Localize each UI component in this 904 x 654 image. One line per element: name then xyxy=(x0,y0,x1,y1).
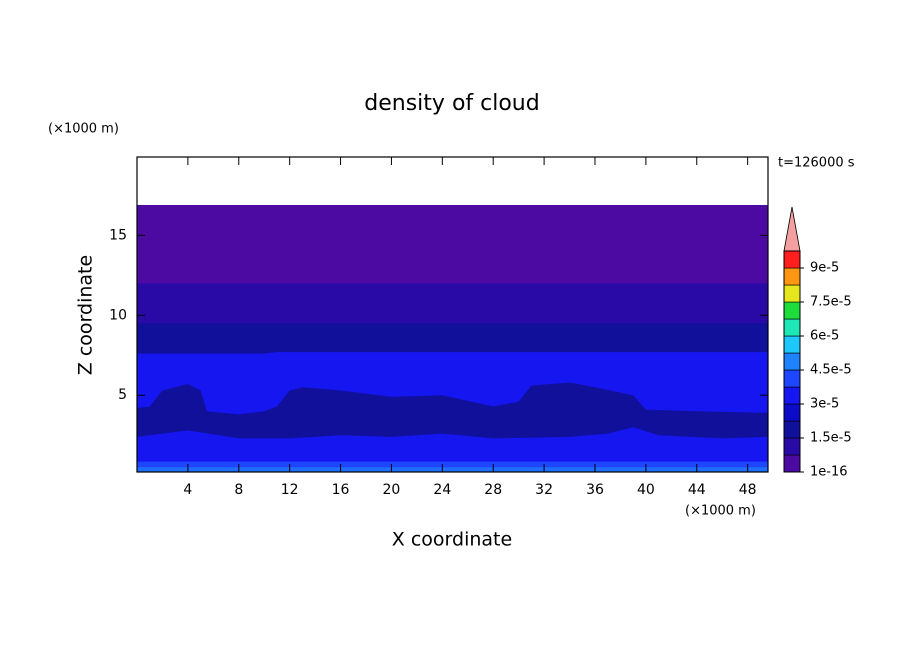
x-tick-label: 32 xyxy=(535,482,553,498)
time-label: t=126000 s xyxy=(778,156,855,171)
x-tick-label: 48 xyxy=(739,482,757,498)
colorbar-frame xyxy=(783,250,801,473)
colorbar-band xyxy=(783,250,801,269)
x-tick-label: 12 xyxy=(281,482,299,498)
colorbar-band xyxy=(783,437,801,456)
colorbar-tick-label: 1e-16 xyxy=(810,465,848,480)
colorbar-tick-label: 4.5e-5 xyxy=(810,363,852,378)
colorbar-band xyxy=(783,352,801,371)
colorbar-tick-label: 9e-5 xyxy=(810,261,839,276)
x-tick-label: 20 xyxy=(383,482,401,498)
x-tick-label: 44 xyxy=(688,482,706,498)
colorbar-band xyxy=(783,403,801,422)
x-tick-label: 28 xyxy=(484,482,502,498)
y-tick-label: 5 xyxy=(118,387,127,403)
y-tick-label: 15 xyxy=(109,227,127,243)
colorbar-band xyxy=(783,420,801,439)
colorbar-band xyxy=(783,386,801,405)
x-tick-label: 16 xyxy=(332,482,350,498)
x-tick-label: 4 xyxy=(183,482,192,498)
colorbar-band xyxy=(783,267,801,286)
y-tick-label: 10 xyxy=(109,307,127,323)
colorbar-band xyxy=(783,301,801,320)
colorbar-band xyxy=(783,335,801,354)
colorbar-band xyxy=(783,284,801,303)
x-tick-label: 40 xyxy=(637,482,655,498)
colorbar-band xyxy=(783,369,801,388)
y-unit: (×1000 m) xyxy=(48,122,119,137)
x-tick-label: 8 xyxy=(234,482,243,498)
x-tick-label: 24 xyxy=(433,482,451,498)
x-unit: (×1000 m) xyxy=(685,504,756,519)
colorbar-extend xyxy=(783,206,801,252)
colorbar-tick-label: 1.5e-5 xyxy=(810,431,852,446)
x-axis-label: X coordinate xyxy=(392,529,512,551)
colorbar-band xyxy=(783,454,801,473)
chart-title: density of cloud xyxy=(364,91,539,116)
plot-frame xyxy=(136,156,769,473)
y-axis-label: Z coordinate xyxy=(75,255,97,375)
contour-region xyxy=(137,427,768,472)
colorbar-band xyxy=(783,318,801,337)
colorbar-tick-label: 3e-5 xyxy=(810,397,839,412)
contour-region xyxy=(137,467,768,472)
colorbar-tick-label: 7.5e-5 xyxy=(810,295,852,310)
colorbar-tick-label: 6e-5 xyxy=(810,329,839,344)
x-tick-label: 36 xyxy=(586,482,604,498)
